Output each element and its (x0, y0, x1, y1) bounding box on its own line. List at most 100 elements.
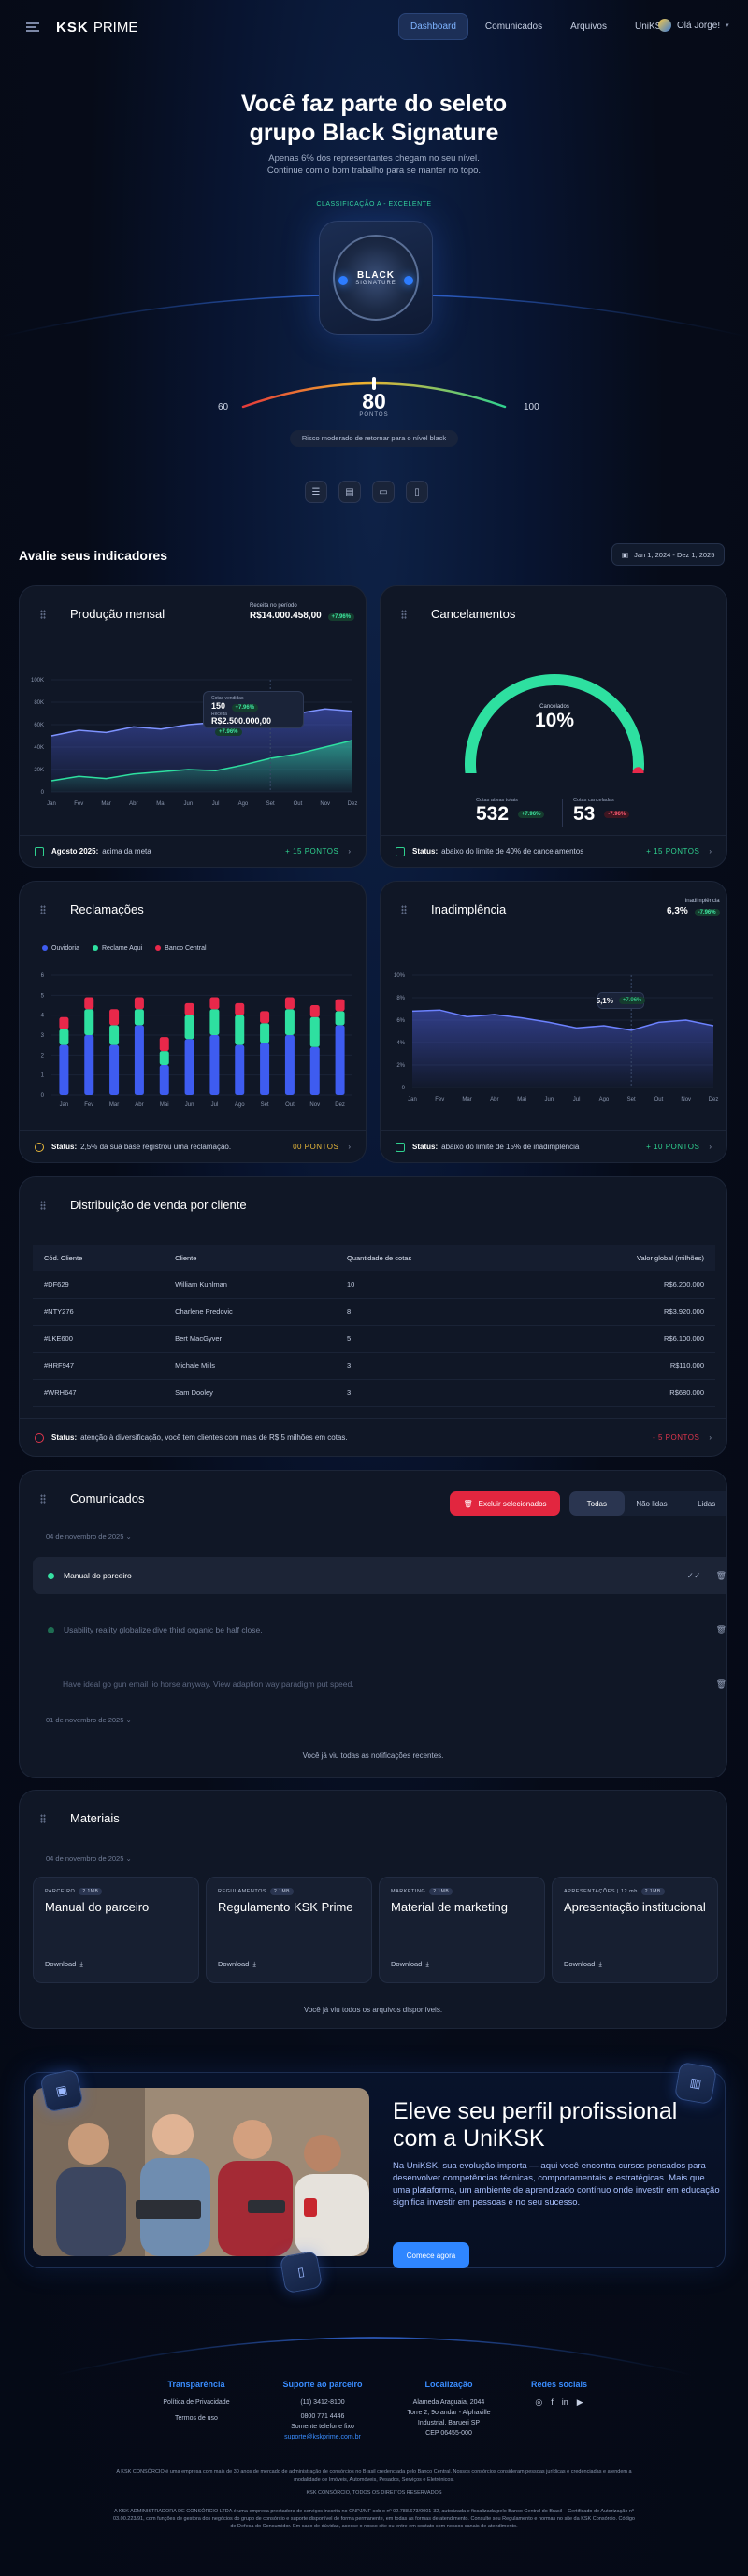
filter-read[interactable]: Lidas (698, 1499, 716, 1508)
drag-handle-icon[interactable] (40, 1814, 46, 1823)
linkedin-icon[interactable]: in (561, 2397, 568, 2407)
card-footer[interactable]: Status: 2,5% da sua base registrou uma r… (20, 1130, 366, 1162)
instagram-icon[interactable]: ◎ (535, 2397, 543, 2407)
nav-dashboard[interactable]: Dashboard (398, 13, 468, 40)
nav-arquivos[interactable]: Arquivos (570, 22, 607, 32)
material-size: 2.1MB (640, 1888, 665, 1895)
material-title: Apresentação institucional (564, 1900, 706, 1914)
x-tick-label: Jun (545, 1097, 554, 1102)
download-link[interactable]: Download ⤓ (564, 1960, 602, 1969)
facebook-icon[interactable]: f (551, 2397, 554, 2407)
filter-unread[interactable]: Não lidas (636, 1499, 668, 1508)
cell-code: #DF629 (33, 1271, 165, 1299)
footer-redes: Redes sociais ◎ f in ▶ (512, 2380, 606, 2408)
period-label: Receita no período (250, 603, 297, 609)
nav-comunicados[interactable]: Comunicados (484, 22, 543, 32)
card-footer[interactable]: Status: abaixo do limite de 40% de cance… (381, 835, 726, 867)
table-row[interactable]: #HRF947 Michale Mills 3 R$110.000 (33, 1352, 715, 1380)
x-tick-label: Set (266, 801, 275, 807)
x-tick-label: Jan (60, 1102, 69, 1108)
column-header[interactable]: Valor global (milhões) (523, 1245, 715, 1271)
table-row[interactable]: #WRH647 Sam Dooley 3 R$680.000 (33, 1379, 715, 1407)
default-rate-label: Inadimplência (684, 899, 720, 904)
column-header[interactable]: Cliente (164, 1245, 336, 1271)
drag-handle-icon[interactable] (401, 610, 407, 619)
drag-handle-icon[interactable] (40, 1201, 46, 1210)
legal-text-1: A KSK CONSÓRCIO é uma empresa com mais d… (116, 2469, 632, 2482)
drag-handle-icon[interactable] (40, 610, 46, 619)
message-item[interactable]: Usability reality globalize dive third o… (33, 1611, 726, 1648)
x-tick-label: Jan (408, 1097, 417, 1102)
user-menu[interactable]: Olá Jorge! ▾ (658, 19, 729, 32)
x-tick-label: Nov (309, 1102, 320, 1108)
filter-all[interactable]: Todas (569, 1491, 625, 1516)
x-tick-label: Jul (573, 1097, 581, 1102)
mark-read-icon[interactable]: ✓✓ (686, 1570, 701, 1580)
chevron-right-icon: › (709, 847, 712, 856)
card-title: Reclamações (70, 902, 144, 916)
column-header[interactable]: Quantidade de cotas (335, 1245, 524, 1271)
logo[interactable]: KSK PRIME (56, 20, 137, 36)
date-group-header[interactable]: 01 de novembro de 2025 ⌄ (46, 1716, 132, 1724)
date-range-picker[interactable]: ▣ Jan 1, 2024 - Dez 1, 2025 (611, 543, 726, 566)
x-tick-label: Mai (156, 801, 165, 807)
download-link[interactable]: Download ⤓ (391, 1960, 429, 1969)
date-group-header[interactable]: 04 de novembro de 2025 ⌄ (46, 1854, 132, 1863)
list-icon[interactable]: ☰ (305, 481, 327, 503)
table-row[interactable]: #NTY276 Charlene Predovic 8 R$3.920.000 (33, 1298, 715, 1326)
nav-uniksk[interactable]: UniKSK (634, 22, 668, 32)
folder-icon[interactable]: ▭ (372, 481, 395, 503)
chevron-right-icon: › (709, 1433, 712, 1442)
cell-quotas: 3 (335, 1352, 524, 1380)
trash-icon[interactable]: 🗑 (715, 1570, 726, 1580)
material-card[interactable]: MARKETING 2.1MB Material de marketing Dow… (379, 1877, 545, 1983)
support-phone: (11) 3412-8100 (300, 2399, 345, 2406)
logo-bold: KSK (56, 19, 89, 36)
team-photo (33, 2088, 369, 2256)
message-item[interactable]: Manual do parceiro ✓✓ 🗑 (33, 1557, 726, 1594)
message-icon[interactable]: ▤ (338, 481, 361, 503)
y-tick-label: 2 (41, 1053, 45, 1058)
table-row[interactable]: #LKE600 Bert MacGyver 5 R$6.100.000 (33, 1325, 715, 1353)
material-card[interactable]: APRESENTAÇÕES | 12 mb 2.1MB Apresentação … (552, 1877, 718, 1983)
footer-text: 2,5% da sua base registrou uma reclamaçã… (80, 1143, 232, 1151)
download-label: Download (564, 1960, 596, 1968)
chart-tooltip: 5,1% +7.96% (597, 992, 646, 1009)
table-row[interactable]: #DF629 William Kuhlman 10 R$6.200.000 (33, 1271, 715, 1299)
drag-handle-icon[interactable] (40, 1494, 46, 1504)
bar-segment (284, 997, 295, 1010)
material-category: APRESENTAÇÕES | 12 mb (564, 1889, 638, 1894)
card-footer[interactable]: Status: abaixo do limite de 15% de inadi… (381, 1130, 726, 1162)
cell-code: #HRF947 (33, 1352, 165, 1380)
youtube-icon[interactable]: ▶ (576, 2397, 583, 2407)
privacy-link[interactable]: Política de Privacidade (163, 2399, 230, 2406)
column-header[interactable]: Cód. Cliente (33, 1245, 165, 1271)
trash-icon[interactable]: 🗑 (715, 1678, 726, 1689)
download-link[interactable]: Download ⤓ (218, 1960, 256, 1969)
delete-selected-button[interactable]: 🗑 Excluir selecionados (450, 1491, 560, 1516)
start-now-button[interactable]: Comece agora (393, 2242, 469, 2268)
material-title: Regulamento KSK Prime (218, 1900, 353, 1914)
bar-segment (134, 997, 144, 1010)
address-line: Alameda Araguaia, 2044 (412, 2399, 485, 2406)
card-footer[interactable]: Status: atenção à diversificação, você t… (20, 1418, 726, 1456)
message-item[interactable]: Have ideal go gun email lio horse anyway… (33, 1665, 726, 1703)
menu-icon[interactable] (26, 22, 39, 32)
material-card[interactable]: PARCEIRO 2.1MB Manual do parceiro Downloa… (33, 1877, 199, 1983)
terms-link[interactable]: Termos de uso (175, 2415, 218, 2422)
footer-points: + 10 PONTOS (646, 1143, 700, 1151)
bar-segment (209, 997, 220, 1010)
drag-handle-icon[interactable] (401, 905, 407, 914)
trash-icon[interactable]: 🗑 (715, 1624, 726, 1634)
download-link[interactable]: Download ⤓ (45, 1960, 83, 1969)
material-card[interactable]: REGULAMENTOS 2.1MB Regulamento KSK Prime … (206, 1877, 372, 1983)
date-group-header[interactable]: 04 de novembro de 2025 ⌄ (46, 1533, 132, 1541)
card-footer[interactable]: Agosto 2025: acima da meta + 15 PONTOS › (20, 835, 366, 867)
document-icon[interactable]: ▯ (406, 481, 428, 503)
material-category: REGULAMENTOS (218, 1889, 267, 1894)
all-files-seen-message: Você já viu todos os arquivos disponívei… (303, 2006, 443, 2014)
drag-handle-icon[interactable] (40, 905, 46, 914)
date-range-text: Jan 1, 2024 - Dez 1, 2025 (634, 550, 715, 559)
support-email-link[interactable]: suporte@kskprime.com.br (284, 2434, 361, 2440)
